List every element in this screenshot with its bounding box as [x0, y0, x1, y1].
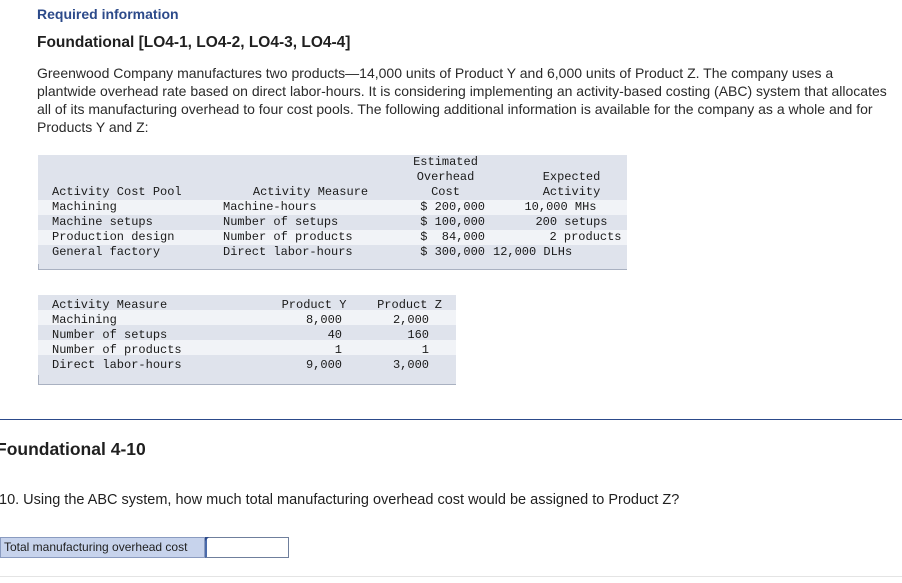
cell-measure: Direct labor-hours	[223, 245, 353, 259]
table-bottom-border	[38, 375, 456, 385]
cell-product-z: 3,000	[392, 358, 429, 372]
header-product-z: Product Z	[377, 298, 442, 312]
cell-cost: $ 200,000	[420, 200, 485, 214]
cell-measure: Number of setups	[223, 215, 339, 229]
foundational-title: Foundational [LO4-1, LO4-2, LO4-3, LO4-4…	[37, 34, 351, 51]
table-row: Machining Machine-hours $ 200,000 10,000…	[52, 200, 650, 215]
cell-activity: 10,000 MHs	[524, 200, 597, 214]
cell-measure: Number of products	[52, 343, 182, 357]
cell-product-y: 8,000	[305, 313, 342, 327]
header-cost-line-2: Overhead	[416, 170, 475, 184]
cell-measure: Number of products	[223, 230, 353, 244]
table-row: Direct labor-hours 9,000 3,000	[52, 358, 457, 373]
cell-pool: General factory	[52, 245, 161, 259]
table-header-row: Activity Cost Pool Activity Measure Cost…	[52, 185, 650, 200]
cell-product-y: 9,000	[305, 358, 342, 372]
table-row: Production design Number of products $ 8…	[52, 230, 650, 245]
cell-product-z: 1	[421, 343, 429, 357]
table-row-stripe	[38, 340, 456, 355]
table-row-stripe	[38, 230, 627, 245]
cell-activity: 200 setups	[535, 215, 608, 229]
table-header-row: Estimated	[52, 155, 650, 170]
header-activity-measure: Activity Measure	[52, 298, 168, 312]
cell-measure: Machining	[52, 313, 117, 327]
cell-product-z: 2,000	[392, 313, 429, 327]
table-row: Machine setups Number of setups $ 100,00…	[52, 215, 650, 230]
product-table-background	[38, 295, 456, 375]
header-activity-line-2: Activity	[542, 185, 601, 199]
cell-product-z: 160	[407, 328, 429, 342]
header-activity-line-1: Expected	[542, 170, 601, 184]
cell-cost: $ 84,000	[420, 230, 485, 244]
required-information-heading: Required information	[37, 6, 179, 22]
cell-measure: Number of setups	[52, 328, 168, 342]
cell-pool: Production design	[52, 230, 175, 244]
cell-cost: $ 300,000	[420, 245, 485, 259]
intro-paragraph: Greenwood Company manufactures two produ…	[37, 65, 887, 135]
table-row: Number of setups 40 160	[52, 328, 457, 343]
cell-cost: $ 100,000	[420, 215, 485, 229]
cell-product-y: 40	[327, 328, 342, 342]
cell-measure: Machine-hours	[223, 200, 317, 214]
header-activity-cost-pool: Activity Cost Pool	[52, 185, 182, 199]
table-row-stripe	[38, 310, 456, 325]
cell-pool: Machining	[52, 200, 117, 214]
table-row-stripe	[38, 200, 627, 215]
table-header-row: Overhead Expected	[52, 170, 650, 185]
table-row: General factory Direct labor-hours $ 300…	[52, 245, 650, 260]
footer-divider	[0, 576, 902, 577]
cell-product-y: 1	[334, 343, 342, 357]
header-product-y: Product Y	[281, 298, 347, 312]
cost-pool-table: Estimated Overhead Expected Activity Cos…	[52, 155, 650, 260]
table-header-row: Activity Measure Product Y Product Z	[52, 298, 457, 313]
total-overhead-cost-input[interactable]	[205, 537, 289, 558]
header-cost-line-3: Cost	[431, 185, 460, 199]
header-cost-line-1: Estimated	[413, 155, 478, 169]
foundational-4-10-title: Foundational 4-10	[0, 439, 146, 459]
section-divider	[0, 419, 902, 420]
input-corner-marker	[205, 537, 209, 541]
answer-label: Total manufacturing overhead cost	[0, 537, 205, 558]
table-row: Number of products 1 1	[52, 343, 457, 358]
cell-activity: 2 products	[549, 230, 622, 244]
cell-activity: 12,000 DLHs	[493, 245, 573, 259]
cell-measure: Direct labor-hours	[52, 358, 182, 372]
product-activity-table: Activity Measure Product Y Product Z Mac…	[52, 298, 457, 373]
header-activity-measure: Activity Measure	[252, 185, 369, 199]
cell-pool: Machine setups	[52, 215, 153, 229]
table-row: Machining 8,000 2,000	[52, 313, 457, 328]
question-text: 10. Using the ABC system, how much total…	[0, 492, 680, 508]
table-bottom-border	[38, 264, 627, 270]
